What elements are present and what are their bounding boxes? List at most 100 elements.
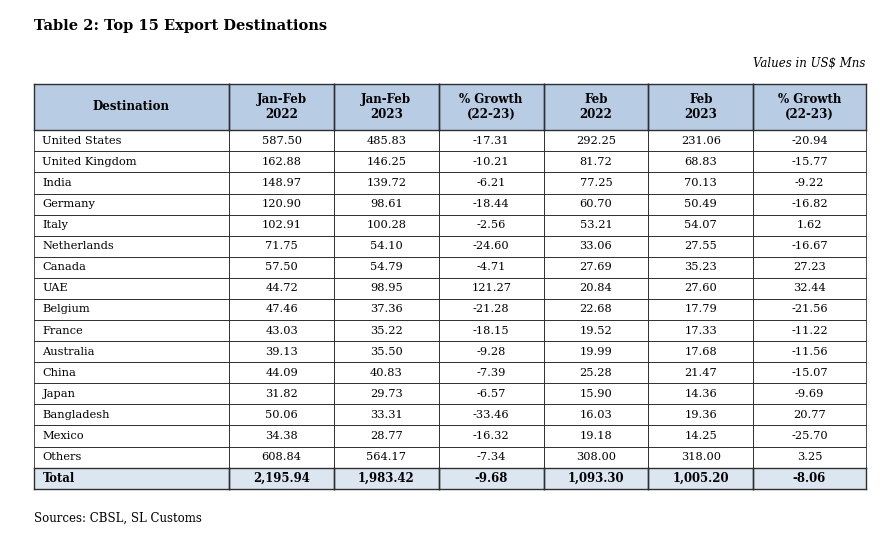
Text: Canada: Canada [42,262,87,272]
Text: -8.06: -8.06 [793,471,826,485]
Text: Netherlands: Netherlands [42,241,114,251]
Text: 40.83: 40.83 [370,368,403,378]
Text: -15.07: -15.07 [791,368,827,378]
Text: United States: United States [42,136,122,146]
Text: Germany: Germany [42,199,96,209]
Text: 20.84: 20.84 [580,284,612,293]
Text: 35.23: 35.23 [684,262,717,272]
Text: United Kingdom: United Kingdom [42,157,137,167]
Text: 27.55: 27.55 [684,241,717,251]
Text: 34.38: 34.38 [266,431,298,441]
Text: 146.25: 146.25 [366,157,406,167]
Text: -6.57: -6.57 [476,389,506,399]
Text: -33.46: -33.46 [473,410,510,420]
Text: -15.77: -15.77 [791,157,827,167]
Text: 53.21: 53.21 [580,220,612,230]
Text: -25.70: -25.70 [791,431,827,441]
Text: 19.36: 19.36 [684,410,717,420]
Text: 60.70: 60.70 [580,199,612,209]
Text: 3.25: 3.25 [796,452,822,462]
Text: 39.13: 39.13 [266,347,298,356]
Text: 608.84: 608.84 [262,452,302,462]
Text: -9.69: -9.69 [795,389,824,399]
Text: 33.31: 33.31 [370,410,403,420]
Text: -16.32: -16.32 [473,431,510,441]
Text: 231.06: 231.06 [681,136,720,146]
Text: 100.28: 100.28 [366,220,406,230]
Text: 2,195.94: 2,195.94 [253,471,310,485]
Text: -16.82: -16.82 [791,199,827,209]
Text: -2.56: -2.56 [476,220,506,230]
Text: 71.75: 71.75 [266,241,298,251]
Text: 1,005.20: 1,005.20 [673,471,729,485]
Text: 14.25: 14.25 [684,431,717,441]
Text: Table 2: Top 15 Export Destinations: Table 2: Top 15 Export Destinations [34,19,327,33]
Text: Others: Others [42,452,81,462]
Text: 19.99: 19.99 [580,347,612,356]
Text: -17.31: -17.31 [473,136,510,146]
Text: China: China [42,368,76,378]
Text: 17.33: 17.33 [684,326,717,335]
Text: Feb
2022: Feb 2022 [580,93,612,121]
Text: 102.91: 102.91 [262,220,302,230]
Text: Japan: Japan [42,389,75,399]
Text: 54.10: 54.10 [370,241,403,251]
Text: 14.36: 14.36 [684,389,717,399]
Text: -21.28: -21.28 [473,305,510,314]
Text: -11.22: -11.22 [791,326,827,335]
Text: 485.83: 485.83 [366,136,406,146]
Text: -24.60: -24.60 [473,241,510,251]
Text: -10.21: -10.21 [473,157,510,167]
Text: India: India [42,178,72,188]
Text: 50.49: 50.49 [684,199,717,209]
Text: Australia: Australia [42,347,95,356]
Text: 44.09: 44.09 [266,368,298,378]
Text: 564.17: 564.17 [366,452,406,462]
Text: Jan-Feb
2022: Jan-Feb 2022 [257,93,306,121]
Text: 292.25: 292.25 [576,136,616,146]
Text: 32.44: 32.44 [793,284,826,293]
Text: -7.39: -7.39 [476,368,506,378]
Text: 1,093.30: 1,093.30 [568,471,624,485]
Text: 17.68: 17.68 [684,347,717,356]
Text: Values in US$ Mns: Values in US$ Mns [753,57,866,70]
Text: 121.27: 121.27 [471,284,512,293]
Text: Belgium: Belgium [42,305,90,314]
Text: -21.56: -21.56 [791,305,827,314]
Text: 37.36: 37.36 [370,305,403,314]
Text: 77.25: 77.25 [580,178,612,188]
Text: -9.22: -9.22 [795,178,824,188]
Text: 318.00: 318.00 [681,452,720,462]
Text: 587.50: 587.50 [262,136,302,146]
Text: -20.94: -20.94 [791,136,827,146]
Text: -9.68: -9.68 [474,471,508,485]
Text: -16.67: -16.67 [791,241,827,251]
Text: 31.82: 31.82 [266,389,298,399]
Text: France: France [42,326,83,335]
Text: 1.62: 1.62 [796,220,822,230]
Text: UAE: UAE [42,284,68,293]
Text: 57.50: 57.50 [266,262,298,272]
Text: 81.72: 81.72 [580,157,612,167]
Text: 16.03: 16.03 [580,410,612,420]
Text: 15.90: 15.90 [580,389,612,399]
Text: 98.95: 98.95 [370,284,403,293]
Text: 21.47: 21.47 [684,368,717,378]
Text: -11.56: -11.56 [791,347,827,356]
Text: 148.97: 148.97 [262,178,302,188]
Text: 54.79: 54.79 [370,262,403,272]
Text: 35.22: 35.22 [370,326,403,335]
Text: 35.50: 35.50 [370,347,403,356]
Text: 120.90: 120.90 [262,199,302,209]
Text: Destination: Destination [93,100,170,113]
Text: Italy: Italy [42,220,68,230]
Text: Feb
2023: Feb 2023 [684,93,717,121]
Text: 27.69: 27.69 [580,262,612,272]
Text: Sources: CBSL, SL Customs: Sources: CBSL, SL Customs [34,512,202,525]
Text: Total: Total [42,471,74,485]
Text: 19.18: 19.18 [580,431,612,441]
Text: 19.52: 19.52 [580,326,612,335]
Text: 25.28: 25.28 [580,368,612,378]
Text: % Growth
(22-23): % Growth (22-23) [459,93,523,121]
Text: 47.46: 47.46 [266,305,298,314]
